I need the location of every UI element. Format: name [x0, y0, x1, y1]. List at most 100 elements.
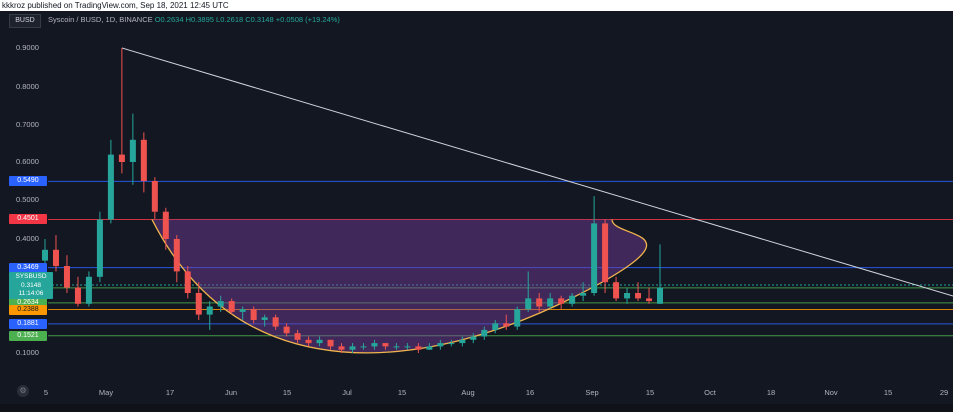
time-tick-label: May — [98, 388, 114, 397]
candle-body-35 — [426, 346, 433, 350]
bottom-toolbar — [0, 404, 953, 412]
time-tick-label: Jun — [224, 388, 238, 397]
candle-body-47 — [558, 298, 565, 304]
candle-body-9 — [140, 139, 147, 181]
time-tick-label: Aug — [461, 388, 475, 397]
time-tick-label: 15 — [645, 388, 655, 397]
candle-body-52 — [613, 282, 620, 299]
price-tick-label: 0.5000 — [16, 195, 39, 204]
candle-body-23 — [294, 333, 301, 340]
candle-body-4 — [85, 276, 92, 304]
time-tick-label: 16 — [525, 388, 535, 397]
price-tick-label: 0.8000 — [16, 82, 39, 91]
legend-change: +0.0508 (+19.24%) — [275, 15, 340, 24]
price-tick-label: 0.7000 — [16, 120, 39, 129]
candle-body-34 — [415, 346, 422, 350]
time-tick-label: 5 — [43, 388, 49, 397]
candle-body-11 — [162, 211, 169, 239]
candle-body-28 — [349, 346, 356, 350]
candle-body-46 — [547, 298, 554, 307]
price-level-tag: 0.1881 — [9, 318, 47, 329]
time-tick-label: 15 — [282, 388, 292, 397]
candle-body-22 — [283, 326, 290, 334]
legend-open: O0.2634 — [154, 15, 184, 24]
candle-body-3 — [74, 287, 81, 304]
candle-body-37 — [448, 343, 455, 345]
candle-body-55 — [646, 298, 653, 302]
price-level-tag: 0.2634 — [9, 297, 47, 308]
price-level-tag: 0.5490 — [9, 176, 47, 187]
legend-title: Syscoin / BUSD, 1D, BINANCE — [48, 15, 153, 24]
publish-info: kkkroz published on TradingView.com, Sep… — [0, 0, 953, 11]
candle-body-2 — [63, 266, 70, 288]
price-tick-label: 0.9000 — [16, 43, 39, 52]
candle-body-33 — [404, 346, 411, 348]
candle-body-42 — [503, 323, 510, 327]
time-tick-label: 17 — [165, 388, 175, 397]
current-price-tag-line: SYSBUSD — [15, 273, 47, 280]
candle-body-39 — [470, 336, 477, 340]
candle-body-48 — [569, 295, 576, 304]
price-tick-label: 0.6000 — [16, 157, 39, 166]
price-tick-label: 0.1000 — [16, 348, 39, 357]
candle-body-19 — [250, 309, 257, 320]
cup-pattern-arc — [151, 219, 648, 354]
price-level-tag: 0.2388 — [9, 304, 47, 315]
candle-body-24 — [305, 339, 312, 344]
candle-body-10 — [151, 181, 158, 212]
descending-trendline — [121, 47, 953, 297]
cup-pattern-fill — [152, 219, 647, 353]
legend-low: L0.2618 — [216, 15, 244, 24]
candle-body-26 — [327, 339, 334, 347]
candle-body-25 — [316, 339, 323, 344]
candle-body-1 — [52, 249, 59, 266]
time-tick-label: Jul — [342, 388, 352, 397]
price-tick-label: 0.4000 — [16, 234, 39, 243]
time-tick-label: 29 — [939, 388, 949, 397]
candle-body-30 — [371, 343, 378, 347]
candle-body-56 — [657, 287, 663, 304]
candle-body-14 — [195, 293, 202, 315]
candle-body-51 — [602, 223, 609, 283]
candle-body-43 — [514, 309, 521, 327]
candle-body-38 — [459, 339, 466, 344]
chart-legend: Syscoin / BUSD, 1D, BINANCE O0.2634 H0.3… — [48, 15, 340, 24]
current-price-tag-line: 11:14:06 — [18, 290, 44, 297]
candle-body-12 — [173, 239, 180, 272]
candle-body-18 — [239, 309, 246, 312]
candle-body-44 — [525, 298, 532, 310]
candle-body-54 — [635, 293, 642, 299]
candle-body-36 — [437, 343, 444, 347]
symbol-box[interactable]: BUSD — [9, 14, 41, 28]
candle-body-53 — [624, 293, 631, 299]
candle-body-8 — [129, 139, 136, 162]
candle-body-17 — [228, 301, 235, 312]
candle-body-31 — [382, 343, 389, 347]
candle-body-32 — [393, 346, 400, 348]
price-level-tag: 0.1521 — [9, 330, 47, 341]
gear-icon[interactable]: ⚙ — [17, 385, 29, 397]
candle-body-27 — [338, 346, 345, 350]
candle-body-49 — [580, 293, 587, 296]
candle-body-5 — [96, 219, 103, 277]
time-tick-label: Oct — [704, 388, 716, 397]
candle-body-20 — [261, 317, 268, 320]
time-tick-label: 15 — [397, 388, 407, 397]
time-tick-label: Sep — [585, 388, 599, 397]
time-tick-label: Nov — [824, 388, 838, 397]
candle-body-7 — [118, 154, 125, 162]
candle-body-15 — [206, 306, 213, 315]
current-price-tag-line: 0.3148 — [21, 281, 41, 289]
candle-body-16 — [217, 301, 224, 307]
price-level-tag: 0.4501 — [9, 214, 47, 225]
time-tick-label: 15 — [883, 388, 893, 397]
legend-close: C0.3148 — [245, 15, 274, 24]
candle-body-21 — [272, 317, 279, 327]
candle-body-50 — [591, 223, 598, 293]
time-tick-label: 18 — [766, 388, 776, 397]
candle-body-13 — [184, 271, 191, 293]
candle-body-41 — [492, 323, 499, 330]
price-level-tag: 0.3469 — [9, 262, 47, 273]
